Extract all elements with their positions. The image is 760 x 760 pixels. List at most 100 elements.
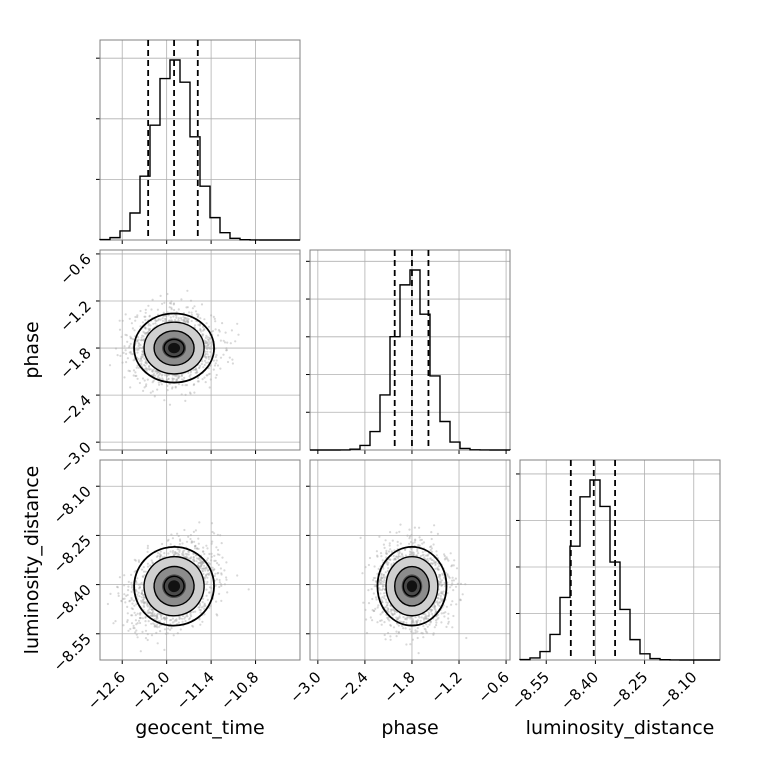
scatter-point	[202, 567, 205, 570]
scatter-point	[173, 620, 176, 623]
scatter-point	[177, 308, 180, 311]
frame	[519, 459, 721, 661]
scatter-point	[418, 616, 421, 619]
scatter-point	[138, 616, 141, 620]
scatter-point	[397, 555, 400, 558]
scatter-point	[129, 335, 132, 338]
scatter-point	[186, 556, 189, 559]
scatter-point	[199, 565, 202, 568]
scatter-point	[149, 614, 152, 618]
scatter-point	[382, 543, 385, 546]
scatter-point	[148, 611, 151, 614]
scatter-point	[386, 604, 389, 607]
scatter-point	[139, 325, 142, 328]
scatter-point	[226, 591, 229, 594]
scatter-point	[207, 357, 210, 361]
scatter-point	[204, 350, 207, 353]
scatter-point	[133, 570, 136, 573]
scatter-point	[443, 558, 446, 561]
scatter-point	[131, 353, 135, 356]
scatter-point	[135, 340, 138, 343]
scatter-point	[139, 357, 142, 360]
scatter-point	[213, 364, 217, 367]
scatter-point	[206, 374, 209, 377]
scatter-point	[384, 571, 387, 574]
scatter-point	[367, 563, 370, 567]
scatter-point	[443, 615, 446, 618]
scatter-point	[134, 319, 137, 322]
scatter-point	[380, 623, 383, 626]
scatter-point	[204, 342, 207, 345]
scatter-point	[151, 562, 154, 565]
scatter-point	[420, 538, 423, 541]
scatter-point	[150, 608, 153, 611]
scatter-point	[137, 338, 140, 341]
scatter-point	[144, 368, 147, 371]
scatter-point	[149, 612, 152, 615]
scatter-point	[219, 367, 222, 370]
scatter-point	[382, 567, 385, 570]
scatter-point	[383, 621, 386, 624]
scatter-point	[182, 316, 185, 319]
scatter-point	[210, 347, 213, 350]
scatter-point	[177, 376, 180, 379]
scatter-point	[385, 552, 388, 555]
scatter-point	[172, 315, 175, 318]
scatter-point	[440, 592, 444, 595]
scatter-point	[148, 606, 152, 609]
scatter-point	[204, 566, 207, 570]
scatter-point	[136, 314, 139, 317]
scatter-point	[209, 378, 212, 381]
scatter-point	[379, 613, 382, 616]
scatter-point	[200, 560, 203, 564]
scatter-point	[225, 349, 228, 352]
scatter-point	[396, 544, 399, 547]
scatter-point	[371, 619, 374, 622]
scatter-point	[215, 373, 218, 377]
scatter-point	[172, 634, 175, 637]
scatter-point	[137, 591, 140, 594]
scatter-point	[391, 609, 394, 612]
scatter-point	[118, 576, 121, 579]
scatter-point	[128, 600, 131, 603]
scatter-point	[150, 614, 153, 617]
scatter-point	[433, 606, 436, 609]
scatter-point	[214, 328, 217, 331]
scatter-point	[135, 366, 138, 369]
scatter-point	[178, 617, 181, 621]
scatter-point	[225, 349, 228, 352]
scatter-point	[199, 561, 202, 564]
scatter-point	[170, 302, 173, 305]
scatter-point	[187, 318, 190, 321]
scatter-point	[180, 318, 183, 321]
scatter-point	[179, 617, 182, 620]
scatter-point	[202, 567, 205, 570]
scatter-point	[146, 609, 150, 612]
scatter-point	[143, 601, 146, 604]
scatter-point	[139, 617, 142, 620]
scatter-point	[171, 319, 174, 322]
scatter-point	[205, 334, 208, 337]
scatter-point	[395, 635, 398, 638]
scatter-point	[183, 317, 187, 320]
scatter-point	[378, 581, 381, 584]
scatter-point	[140, 599, 143, 602]
scatter-point	[404, 618, 407, 621]
scatter-point	[141, 575, 144, 578]
scatter-point	[130, 596, 133, 600]
scatter-point	[131, 338, 135, 341]
scatter-point	[381, 601, 384, 604]
scatter-point	[141, 617, 144, 620]
scatter-point	[171, 377, 174, 380]
scatter-point	[159, 318, 162, 321]
scatter-point	[143, 601, 147, 604]
scatter-point	[431, 612, 434, 616]
scatter-point	[409, 540, 413, 544]
scatter-point	[377, 567, 380, 571]
scatter-point	[212, 359, 215, 362]
scatter-point	[140, 596, 143, 599]
scatter-point	[140, 339, 143, 342]
scatter-point	[159, 555, 162, 558]
scatter-point	[144, 319, 147, 322]
scatter-point	[153, 395, 156, 398]
